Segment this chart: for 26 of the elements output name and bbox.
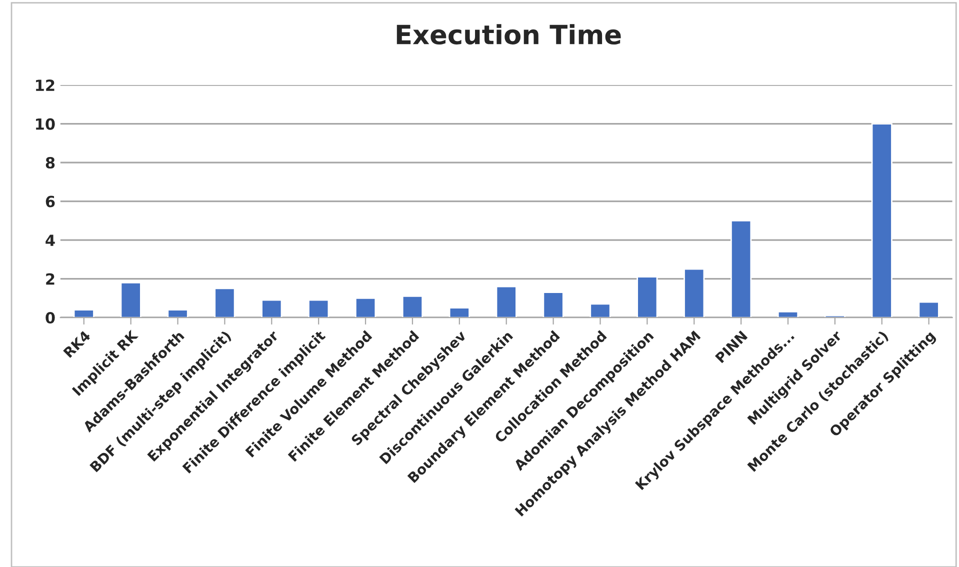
bar	[590, 303, 611, 318]
bar	[73, 309, 94, 318]
bar	[120, 282, 142, 318]
bar	[542, 292, 564, 318]
bar	[636, 276, 658, 318]
bar	[730, 220, 752, 318]
bar	[261, 299, 282, 318]
bar	[918, 301, 940, 318]
bar	[402, 296, 424, 318]
bar	[308, 299, 330, 318]
bar	[684, 268, 705, 318]
bar	[354, 297, 376, 318]
y-tick-label: 0	[46, 312, 55, 324]
y-tick-label: 8	[46, 157, 55, 169]
bar	[871, 123, 892, 318]
y-tick-label: 2	[46, 273, 54, 285]
bar	[167, 309, 188, 318]
chart-title: Execution Time	[396, 24, 621, 45]
bar	[214, 288, 236, 318]
bar	[496, 286, 517, 318]
y-tick-label: 10	[36, 118, 55, 130]
y-tick-label: 12	[36, 80, 54, 91]
bar	[777, 311, 799, 318]
y-tick-label: 6	[46, 196, 55, 208]
bar	[448, 307, 470, 318]
y-tick-label: 4	[46, 234, 55, 246]
